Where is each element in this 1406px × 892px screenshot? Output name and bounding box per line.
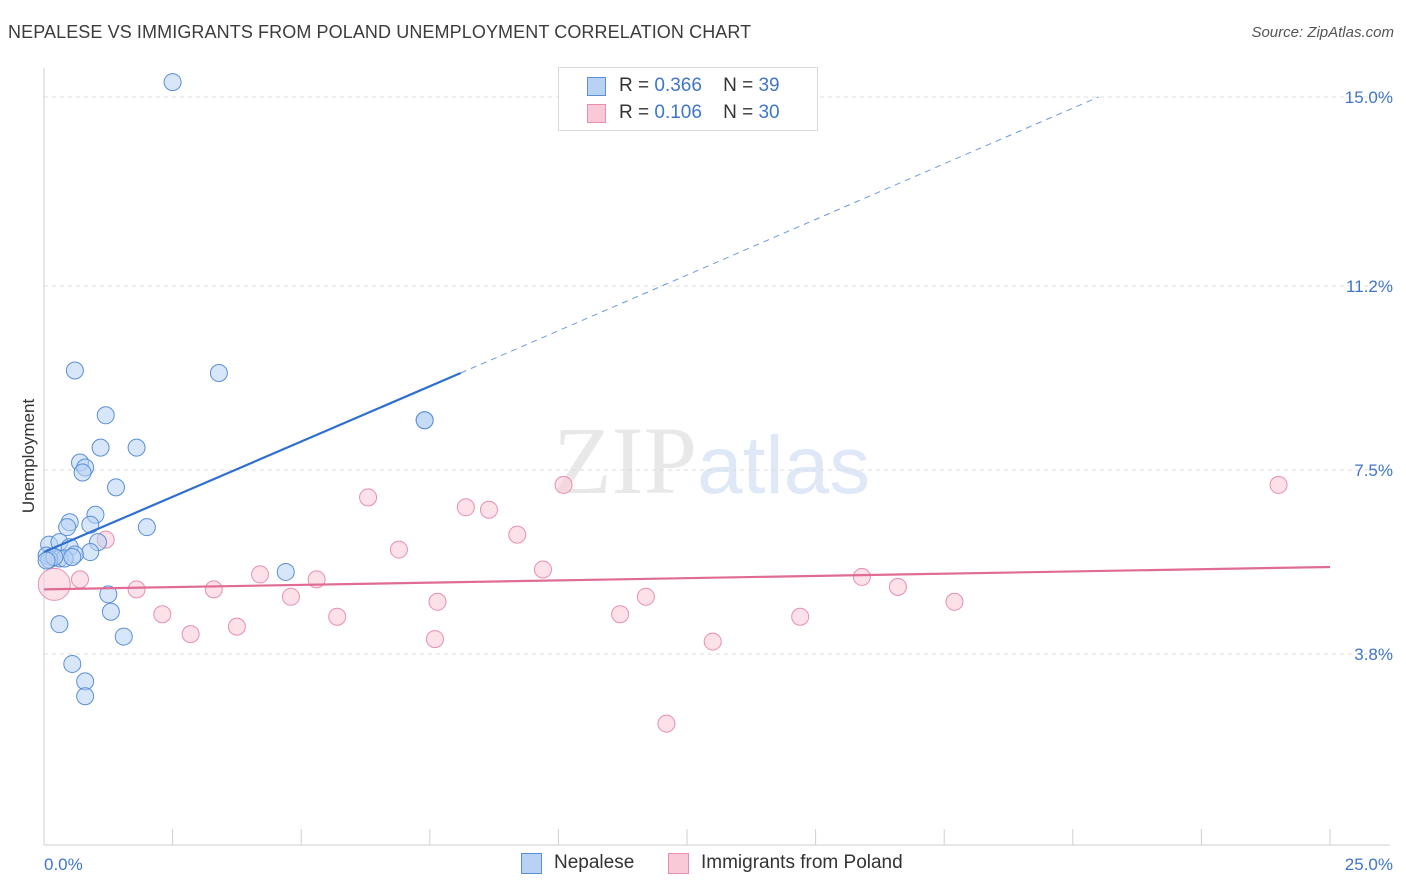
poland-point [127,580,146,599]
poland-point [888,577,907,596]
nepalese-point [58,518,77,537]
y-tick-label: 7.5% [1354,461,1393,480]
nepalese-point [50,615,69,634]
poland-point [359,488,378,507]
nepalese-point [96,406,115,425]
poland-point [703,632,722,651]
r-value: 0.366 [654,75,702,96]
r-label: R = [619,102,650,123]
poland-point [181,625,200,644]
nepalese-point [114,627,133,646]
nepalese-point [63,548,82,567]
nepalese-point [276,562,295,581]
poland-point [1269,475,1288,494]
r-label: R = [619,75,650,96]
poland-point [153,605,172,624]
poland-legend-swatch [668,853,689,874]
nepalese-point [76,687,95,706]
poland-point [945,592,964,611]
poland-point [657,714,676,733]
nepalese-point [415,411,434,430]
nepalese-point [99,585,118,604]
n-label: N = [723,75,754,96]
y-tick-label: 3.8% [1354,645,1393,664]
n-label: N = [723,102,754,123]
poland-point [636,587,655,606]
poland-point [389,540,408,559]
poland-point [251,565,270,584]
y-tick-label: 15.0% [1345,88,1393,107]
poland-point [508,525,527,544]
nepalese-point [127,438,146,457]
nepalese-point [65,361,84,380]
y-axis-label: Unemployment [19,399,38,514]
legend-label-nepalese: Nepalese [554,852,635,873]
nepalese-trend-extension [460,96,1099,374]
poland-point [425,630,444,649]
poland-point [533,560,552,579]
poland-trend-line [43,565,1331,591]
poland-point [328,607,347,626]
n-value: 39 [758,75,780,96]
poland-point [611,605,630,624]
r-value: 0.106 [654,102,702,123]
poland-point [791,607,810,626]
poland-point [71,570,90,589]
nepalese-point [107,478,126,497]
legend-label-poland: Immigrants from Poland [701,852,903,873]
correlation-legend: R = 0.366 N = 39 R = 0.106 N = 30 [558,67,818,131]
x-tick-label: 0.0% [44,855,83,874]
poland-point [852,567,871,586]
nepalese-point [63,654,82,673]
poland-swatch [587,104,606,123]
poland-point [428,592,447,611]
nepalese-trend-line [43,372,462,554]
nepalese-point [209,364,228,383]
nepalese-point [101,602,120,621]
nepalese-swatch [587,77,606,96]
poland-point [554,475,573,494]
poland-point [456,498,475,517]
nepalese-point [73,463,92,482]
nepalese-point [91,438,110,457]
poland-point [227,617,246,636]
poland-point [479,500,498,519]
poland-point [204,580,223,599]
nepalese-legend-swatch [521,853,542,874]
x-tick-label: 25.0% [1345,855,1393,874]
nepalese-point [81,543,100,562]
nepalese-point [163,73,182,92]
poland-point [281,587,300,606]
nepalese-point [37,551,56,570]
poland-point [37,567,71,601]
nepalese-point [137,518,156,537]
y-tick-label: 11.2% [1346,277,1393,296]
n-value: 30 [758,102,780,123]
chart-title: NEPALESE VS IMMIGRANTS FROM POLAND UNEMP… [8,22,752,42]
source-label: Source: ZipAtlas.com [1251,24,1394,41]
